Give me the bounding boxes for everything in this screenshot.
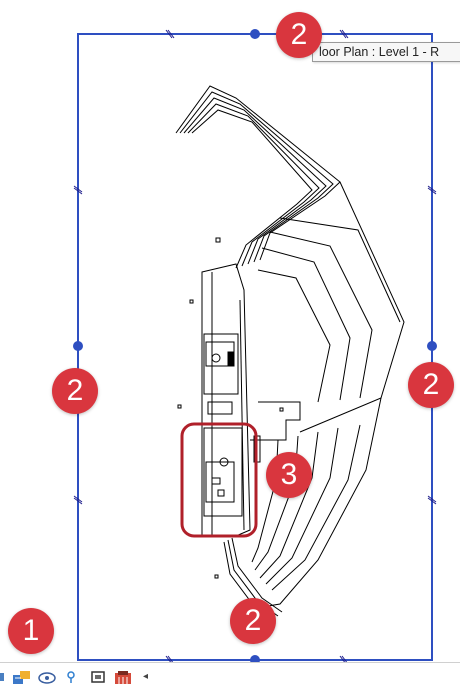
detail-level-icon[interactable] [12, 669, 32, 685]
highlighted-building-region [180, 422, 258, 538]
crop-view-icon[interactable] [90, 669, 106, 685]
scale-icon[interactable] [0, 669, 6, 685]
callout-badge-top: 2 [276, 12, 322, 58]
crop-region[interactable] [77, 33, 433, 661]
view-control-bar: ◂ [0, 662, 460, 691]
crop-grip-top[interactable] [250, 29, 260, 39]
view-name-tooltip: loor Plan : Level 1 - R [312, 42, 460, 62]
crop-grip-right[interactable] [427, 341, 437, 351]
floor-plan-drawing [175, 85, 405, 621]
toolbar-scroll-left-icon[interactable]: ◂ [143, 671, 149, 682]
callout-badge-highlight: 3 [266, 452, 312, 498]
show-crop-icon[interactable] [114, 669, 132, 685]
callout-badge-toolbar: 1 [8, 608, 54, 654]
visual-style-icon[interactable] [38, 669, 56, 685]
sun-path-icon[interactable] [66, 669, 76, 685]
callout-badge-left: 2 [52, 368, 98, 414]
callout-badge-right: 2 [408, 362, 454, 408]
callout-badge-bottom: 2 [230, 598, 276, 644]
crop-break-marks [73, 29, 437, 665]
crop-grip-left[interactable] [73, 341, 83, 351]
